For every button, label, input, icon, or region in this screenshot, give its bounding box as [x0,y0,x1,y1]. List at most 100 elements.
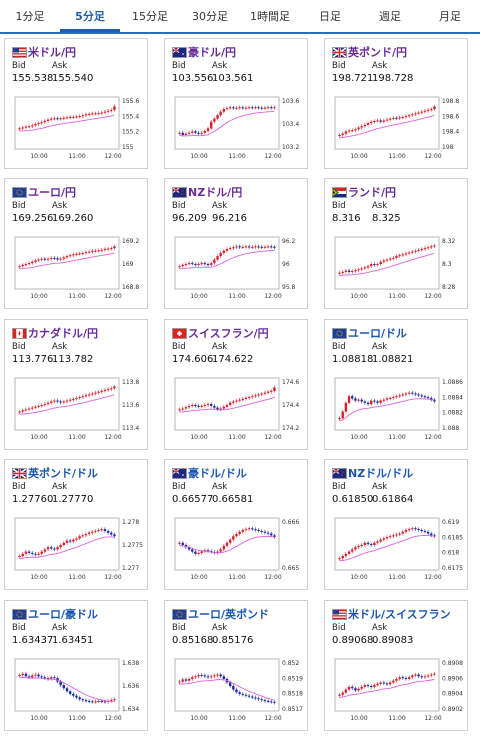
candle-body [260,699,263,701]
ask-value: 103.561 [212,73,254,84]
pair-name-link[interactable]: 米ドル/スイスフラン [348,608,451,621]
candle-body [414,250,417,252]
candle-body [238,531,241,534]
y-tick-label: 0.666 [282,519,299,526]
y-tick-label: 0.618 [442,550,459,557]
y-tick-label: 0.8906 [442,675,463,682]
rate-card[interactable]: 豪ドル/円 Bid 103.556 Ask 103.561 103.6 103.4 103.2… [164,38,308,169]
rate-card[interactable]: カナダドル/円 Bid 113.776 Ask 113.782 113.8 113.6 113… [4,319,148,450]
candle-body [341,692,344,695]
tab-0[interactable]: 1分足 [15,10,45,23]
rate-card[interactable]: ユーロ/英ポンド Bid 0.85168 Ask 0.85176 0.852 0.8519 0… [164,600,308,731]
candle-body [81,699,85,701]
candle-body [209,404,213,406]
pair-name-link[interactable]: 豪ドル/ドル [188,467,248,480]
candle-body [203,405,207,406]
ask-value: 0.85176 [212,635,254,646]
pair-name-link[interactable]: 英ポンド/円 [348,46,408,59]
pair-name-link[interactable]: ランド/円 [348,186,397,199]
candle-body [430,246,433,248]
pair-name-link[interactable]: ユーロ/英ポンド [188,608,270,621]
tab-4[interactable]: 1時間足 [250,10,290,23]
rate-card[interactable]: NZドル/円 Bid 96.209 Ask 96.216 96.2 96 95.8 10:00 1… [164,178,308,309]
candle-body [354,129,357,131]
y-tick-label: 1.634 [122,706,139,713]
tab-2[interactable]: 15分足 [132,10,168,23]
eu-flag [12,187,27,198]
candle-body [354,270,357,272]
rate-card[interactable]: ランド/円 Bid 8.316 Ask 8.325 8.32 8.3 8.28 10:00 11:… [324,178,468,309]
y-tick-label: 96.2 [282,238,296,245]
rate-card[interactable]: 英ポンド/円 Bid 198.721 Ask 198.728 198.8 198.6 198.… [324,38,468,169]
candle-body [197,264,200,265]
tab-1[interactable]: 5分足 [60,0,120,32]
rate-card[interactable]: スイスフラン/円 Bid 174.606 Ask 174.622 174.6 174.4 17… [164,319,308,450]
bid-value: 174.606 [172,354,214,365]
candle-body [187,132,191,134]
pair-name-link[interactable]: ユーロ/ドル [348,327,408,340]
rate-card[interactable]: NZドル/ドル Bid 0.61850 Ask 0.61864 0.619 0.6185 0.… [324,459,468,590]
candle-body [411,114,414,116]
pair-name-link[interactable]: 米ドル/円 [28,46,77,59]
candle-body [18,411,21,413]
ask-label: Ask [212,201,228,211]
candle-body [209,676,213,678]
rate-card[interactable]: ユーロ/豪ドル Bid 1.63437 Ask 1.63451 1.638 1.636 1.6… [4,600,148,731]
candle-body [219,111,222,116]
candle-body [53,677,56,679]
rate-card[interactable]: 豪ドル/ドル Bid 0.66577 Ask 0.66581 0.666 0.665 10:0… [164,459,308,590]
ask-value: 1.63451 [52,635,94,646]
price-chart: 0.8908 0.8906 0.8904 0.8902 10:00 11:00 12:00 [334,658,463,722]
rate-card[interactable]: 米ドル/円 Bid 155.538 Ask 155.540 155.6 155.4 155.2… [4,38,148,169]
candle-body [78,697,81,700]
pair-name-link[interactable]: 英ポンド/ドル [28,467,99,480]
tab-3[interactable]: 30分足 [192,10,228,23]
candle-body [62,117,66,119]
candle-body [216,407,219,410]
candle-body [363,685,367,687]
candle-body [257,698,260,700]
tab-6[interactable]: 週足 [379,10,401,23]
candle-body [257,107,260,109]
tab-5[interactable]: 日足 [319,10,341,23]
candle-body [37,674,40,677]
candle-body [351,271,354,273]
pair-name-link[interactable]: NZドル/円 [188,186,243,199]
ask-label: Ask [372,342,388,352]
rate-card[interactable]: ユーロ/円 Bid 169.256 Ask 169.260 169.2 169 168.8 10… [4,178,148,309]
price-chart: 1.278 1.2775 1.277 10:00 11:00 12:00 [14,517,143,581]
candle-body [209,121,213,129]
candle-body [97,113,100,114]
candle-body [113,386,116,389]
candle-body [72,254,75,256]
pair-name-link[interactable]: 豪ドル/円 [188,46,237,59]
pair-name-link[interactable]: ユーロ/円 [28,186,77,199]
chart-frame [14,658,120,712]
pair-name-link[interactable]: ユーロ/豪ドル [28,608,99,621]
candle-body [423,676,427,678]
x-tick-label: 10:00 [30,715,47,722]
candle-body [200,675,203,676]
y-tick-label: 198.4 [442,129,459,136]
pair-name-link[interactable]: NZドル/ドル [348,467,414,480]
candle-body [203,131,207,133]
rate-card[interactable]: 英ポンド/ドル Bid 1.27760 Ask 1.27770 1.278 1.2775 1.… [4,459,148,590]
tab-7[interactable]: 月足 [439,10,461,23]
candle-body [360,545,363,546]
candle-body [200,263,203,265]
candle-body [56,118,59,120]
ask-label: Ask [212,482,228,492]
pair-name-link[interactable]: カナダドル/円 [28,327,99,340]
candle-body [191,677,194,679]
rate-card[interactable]: 米ドル/スイスフラン Bid 0.89068 Ask 0.89083 0.8908 0.89… [324,600,468,731]
eu-flag [12,609,27,620]
bid-label: Bid [12,61,26,71]
rate-card[interactable]: ユーロ/ドル Bid 1.08818 Ask 1.08821 1.0886 1.0884 1.… [324,319,468,450]
moving-average-line [19,394,115,415]
pair-name-link[interactable]: スイスフラン/円 [188,327,269,340]
candle-body [407,115,411,117]
candle-body [376,683,379,686]
candle-body [341,411,344,419]
moving-average-line [179,396,275,413]
candle-body [24,126,28,128]
